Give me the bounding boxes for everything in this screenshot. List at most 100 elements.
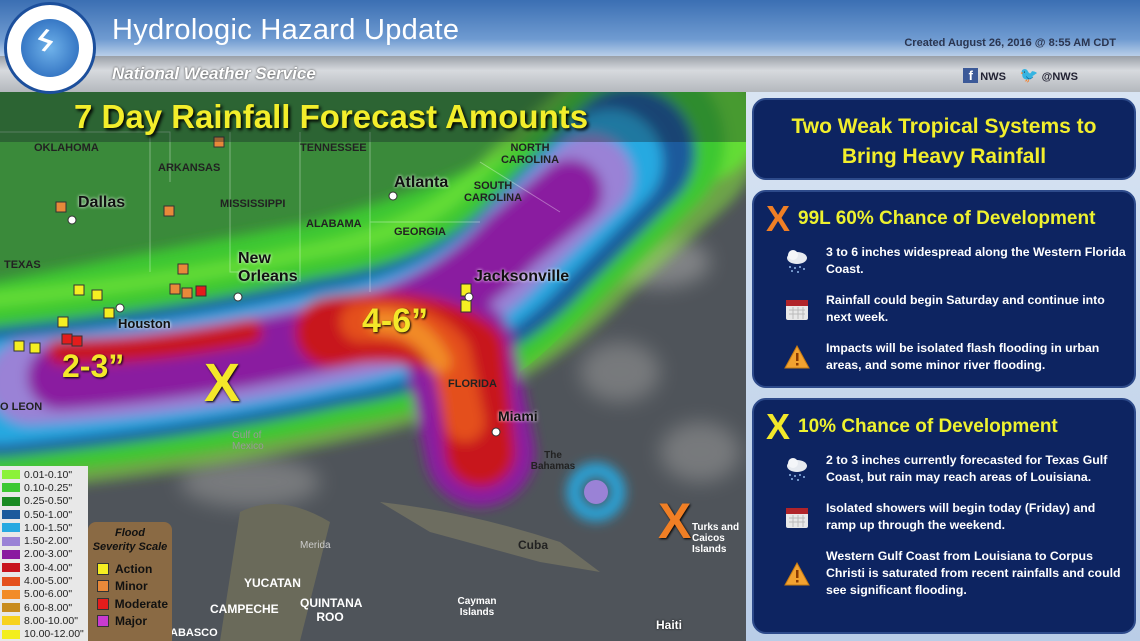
city-label-dallas: Dallas (78, 194, 126, 211)
page-title: Hydrologic Hazard Update (112, 14, 460, 46)
header: ϟ Hydrologic Hazard Update National Weat… (0, 0, 1140, 94)
legend-label: 3.00-4.00" (24, 561, 73, 574)
storm-x-icon: X (766, 198, 791, 239)
legend-item: 10.00-12.00" (2, 628, 86, 641)
rainfall-legend: 0.01-0.10" 0.10-0.25" 0.25-0.50" 0.50-1.00"… (0, 466, 88, 641)
system-detail: Rainfall could begin Saturday and contin… (782, 292, 1126, 326)
legend-swatch (2, 549, 20, 559)
legend-label: 2.00-3.00" (24, 548, 73, 561)
legend-item: 8.00-10.00" (2, 614, 86, 627)
flood-swatch (97, 580, 109, 593)
system-detail: Impacts will be isolated flash flooding … (782, 340, 1126, 374)
legend-swatch (2, 483, 20, 493)
flood-legend-item: Action (97, 560, 168, 578)
storm-marker-10pct: X (204, 353, 241, 413)
flood-severity-legend: Flood Severity Scale Action Minor Moderate… (88, 522, 172, 641)
system-detail: Western Gulf Coast from Louisiana to Cor… (782, 548, 1126, 599)
rainfall-bands (0, 92, 746, 521)
legend-item: 4.00-5.00" (2, 574, 86, 587)
system-heading: X 10% Chance of Development (766, 406, 1134, 447)
legend-label: 0.01-0.10" (24, 468, 73, 481)
region-label: TENNESSEE (300, 142, 367, 154)
region-label: Cuba (518, 538, 548, 552)
flood-legend-label: Moderate (114, 596, 168, 611)
region-label: FLORIDA (448, 378, 497, 390)
system-10pct-box: X 10% Chance of Development 2 to 3 inches … (752, 398, 1136, 634)
land-cuba (380, 502, 600, 572)
legend-label: 1.00-1.50" (24, 521, 73, 534)
legend-swatch (2, 576, 20, 586)
legend-item: 0.50-1.00" (2, 508, 86, 521)
flood-legend-title: Flood (115, 527, 145, 539)
region-label: NORTH CAROLINA (500, 142, 560, 166)
flood-legend-label: Major (115, 614, 148, 629)
flood-swatch (97, 562, 109, 575)
headline-line-2: Bring Heavy Rainfall (841, 145, 1047, 168)
legend-item: 0.10-0.25" (2, 481, 86, 494)
system-heading: X 99L 60% Chance of Development (766, 198, 1134, 239)
legend-label: 8.00-10.00" (24, 614, 78, 627)
region-label: OKLAHOMA (34, 142, 99, 154)
region-label: Cayman Islands (457, 596, 497, 618)
flood-legend-item: Major (97, 613, 168, 631)
rainfall-amount-texas: 2-3” (62, 348, 125, 384)
region-label: Turks and Caicos Islands (692, 522, 740, 555)
detail-text: 2 to 3 inches currently forecasted for T… (826, 453, 1108, 484)
rain-cloud-icon (782, 454, 812, 484)
rainfall-map: 7 Day Rainfall Forecast Amounts OKLAHOMA… (0, 92, 746, 641)
city-label-atlanta: Atlanta (394, 174, 449, 191)
legend-label: 10.00-12.00" (24, 628, 84, 641)
legend-label: 0.10-0.25" (24, 481, 73, 494)
headline-line-1: Two Weak Tropical Systems to (791, 115, 1097, 138)
system-99l-box: X 99L 60% Chance of Development 3 to 6 inc… (752, 190, 1136, 388)
legend-label: 1.50-2.00" (24, 535, 73, 548)
detail-text: 3 to 6 inches widespread along the Weste… (826, 245, 1126, 276)
facebook-link[interactable]: f NWS (963, 67, 1006, 83)
legend-item: 0.01-0.10" (2, 468, 86, 481)
calendar-icon (782, 502, 812, 532)
legend-swatch (2, 523, 20, 533)
storm-x-icon: X (766, 406, 791, 447)
system-title: 99L 60% Chance of Development (798, 208, 1096, 229)
legend-label: 6.00-8.00" (24, 601, 73, 614)
detail-text: Isolated showers will begin today (Frida… (826, 501, 1096, 532)
storm-marker-99l: X (658, 493, 692, 549)
legend-swatch (2, 589, 20, 599)
land-yucatan (220, 504, 330, 641)
detail-text: Impacts will be isolated flash flooding … (826, 341, 1100, 372)
page-subtitle: National Weather Service (112, 64, 316, 83)
legend-swatch (2, 603, 20, 613)
legend-item: 1.50-2.00" (2, 534, 86, 547)
region-label: ALABAMA (306, 218, 362, 230)
warning-icon (782, 342, 812, 372)
flood-legend-subtitle: Severity Scale (92, 541, 168, 553)
flood-legend-label: Action (115, 561, 153, 576)
system-detail: 3 to 6 inches widespread along the Weste… (782, 244, 1126, 278)
legend-label: 0.25-0.50" (24, 495, 73, 508)
legend-label: 4.00-5.00" (24, 575, 73, 588)
info-panel: Two Weak Tropical Systems to Bring Heavy… (746, 92, 1140, 641)
created-timestamp: Created August 26, 2016 @ 8:55 AM CDT (904, 37, 1116, 49)
header-title-band (0, 0, 1140, 56)
warning-icon (782, 559, 812, 589)
legend-swatch (2, 470, 20, 480)
region-label: Gulf of Mexico (232, 430, 264, 452)
region-label: Haiti (656, 618, 683, 632)
city-label-jacksonville: Jacksonville (474, 268, 570, 285)
region-label: Merida (300, 540, 331, 551)
legend-label: 0.50-1.00" (24, 508, 73, 521)
system-title: 10% Chance of Development (798, 416, 1058, 437)
state-borders (0, 131, 561, 292)
rain-cloud-icon (782, 246, 812, 276)
legend-item: 0.25-0.50" (2, 495, 86, 508)
region-label: The Bahamas (530, 450, 576, 472)
twitter-link[interactable]: 🐦 @NWS (1019, 67, 1078, 84)
region-label: CAMPECHE (210, 602, 279, 616)
legend-item: 6.00-8.00" (2, 601, 86, 614)
region-label: GEORGIA (394, 226, 446, 238)
city-label-new-orleans: New Orleans (238, 250, 298, 285)
map-title: 7 Day Rainfall Forecast Amounts (74, 98, 589, 135)
city-label-houston: Houston (118, 316, 171, 331)
region-label: QUINTANA ROO (300, 596, 363, 624)
region-label: ARKANSAS (158, 162, 221, 174)
